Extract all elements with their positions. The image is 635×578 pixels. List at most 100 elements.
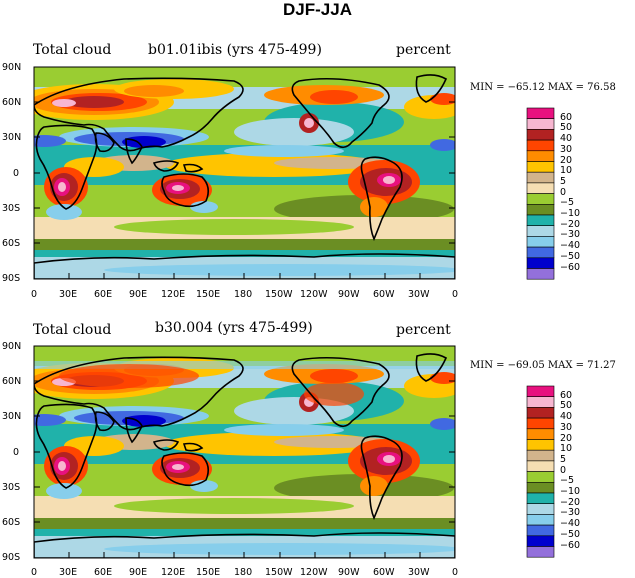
panel-1-right-title: percent: [396, 42, 451, 58]
lon-label: 30E: [59, 289, 78, 300]
lon-label: 150W: [265, 567, 293, 578]
colorbar-level-label: −50: [560, 250, 581, 262]
lon-label: 180: [234, 289, 253, 300]
lon-label: 180: [234, 567, 253, 578]
colorbar-level-label: −30: [560, 229, 581, 241]
colorbar-level-label: 10: [560, 165, 573, 177]
colorbar-swatch: [526, 129, 555, 141]
colorbar-swatch: [526, 193, 555, 205]
colorbar-level-label: 5: [560, 453, 567, 465]
panel-2-min-max: MIN = −69.05 MAX = 71.27: [470, 360, 616, 371]
colorbar-level-label: −30: [560, 507, 581, 519]
lat-label: 30N: [2, 411, 22, 422]
lat-label: 60N: [2, 97, 22, 108]
lon-label: 120E: [161, 567, 186, 578]
lon-label: 60E: [94, 567, 113, 578]
colorbar-level-label: 30: [560, 143, 573, 155]
panel-2-left-title: Total cloud: [33, 322, 112, 338]
lon-label: 90E: [129, 289, 148, 300]
lon-label: 120E: [161, 289, 186, 300]
lat-label: 0: [13, 168, 20, 179]
lon-label: 0: [31, 567, 38, 578]
colorbar-level-label: −5: [560, 197, 575, 209]
panel-1-min-max: MIN = −65.12 MAX = 76.58: [470, 82, 616, 93]
lat-label: 60S: [2, 238, 21, 249]
lon-label: 120W: [300, 567, 328, 578]
colorbar-swatch: [526, 546, 555, 558]
panel-2-colorbar: [526, 385, 555, 558]
colorbar-level-label: −20: [560, 496, 581, 508]
lat-label: 90S: [2, 552, 21, 563]
panel-1-center-title: b01.01ibis (yrs 475-499): [148, 42, 322, 58]
colorbar-swatch: [526, 171, 555, 184]
colorbar-swatch: [526, 150, 555, 162]
lon-label: 60W: [373, 289, 395, 300]
panel-2-map: [33, 345, 456, 559]
panel-2-right-title: percent: [396, 322, 451, 338]
colorbar-level-label: −40: [560, 240, 581, 252]
colorbar-level-label: −60: [560, 261, 581, 273]
lon-label: 90W: [338, 289, 360, 300]
colorbar-swatch: [526, 139, 555, 152]
colorbar-level-label: 60: [560, 389, 573, 401]
colorbar-swatch: [526, 449, 555, 462]
colorbar-swatch: [526, 214, 555, 226]
colorbar-level-label: 40: [560, 411, 573, 423]
colorbar-swatch: [526, 385, 555, 397]
lon-label: 120W: [300, 289, 328, 300]
colorbar-swatch: [526, 268, 555, 280]
colorbar-swatch: [526, 396, 555, 408]
lat-label: 60N: [2, 376, 22, 387]
colorbar-level-label: −20: [560, 218, 581, 230]
colorbar-level-label: −40: [560, 518, 581, 530]
lon-label: 60E: [94, 289, 113, 300]
colorbar-level-label: −10: [560, 208, 581, 219]
lon-label: 30W: [408, 567, 430, 578]
colorbar-level-label: −60: [560, 539, 581, 551]
colorbar-swatch: [526, 118, 555, 130]
lat-label: 90N: [2, 341, 22, 352]
panel-1-colorbar: [526, 107, 555, 280]
colorbar-level-label: −5: [560, 475, 575, 487]
lon-label: 150W: [265, 289, 293, 300]
colorbar-swatch: [526, 428, 555, 440]
colorbar-swatch: [526, 417, 555, 430]
colorbar-swatch: [526, 514, 555, 526]
colorbar-swatch: [526, 524, 555, 537]
colorbar-swatch: [526, 236, 555, 248]
lon-label: 60W: [373, 567, 395, 578]
colorbar-level-label: 10: [560, 443, 573, 455]
colorbar-swatch: [526, 460, 555, 472]
lat-label: 30N: [2, 132, 22, 143]
colorbar-level-label: 30: [560, 421, 573, 433]
colorbar-level-label: 40: [560, 133, 573, 145]
colorbar-swatch: [526, 107, 555, 119]
lon-label: 0: [31, 289, 38, 300]
colorbar-swatch: [526, 161, 555, 173]
colorbar-swatch: [526, 204, 555, 216]
colorbar-level-label: 0: [560, 464, 567, 476]
lon-label: 90W: [338, 567, 360, 578]
colorbar-swatch: [526, 471, 555, 483]
lon-label: 30E: [59, 567, 78, 578]
lat-label: 0: [13, 447, 20, 458]
lon-label: 150E: [196, 567, 221, 578]
colorbar-level-label: 50: [560, 122, 573, 134]
figure-title: DJF-JJA: [283, 0, 352, 19]
colorbar-swatch: [526, 503, 555, 515]
lat-label: 30S: [2, 482, 21, 493]
colorbar-swatch: [526, 246, 555, 259]
colorbar-level-label: 60: [560, 111, 573, 123]
colorbar-swatch: [526, 492, 555, 504]
lon-label: 150E: [196, 289, 221, 300]
colorbar-swatch: [526, 535, 555, 547]
panel-1-map: [33, 66, 456, 280]
panel-2-center-title: b30.004 (yrs 475-499): [155, 320, 313, 336]
colorbar-swatch: [526, 439, 555, 451]
colorbar-swatch: [526, 407, 555, 419]
colorbar-level-label: 20: [560, 432, 573, 444]
lat-label: 30S: [2, 203, 21, 214]
colorbar-swatch: [526, 257, 555, 269]
panel-1-left-title: Total cloud: [33, 42, 112, 58]
